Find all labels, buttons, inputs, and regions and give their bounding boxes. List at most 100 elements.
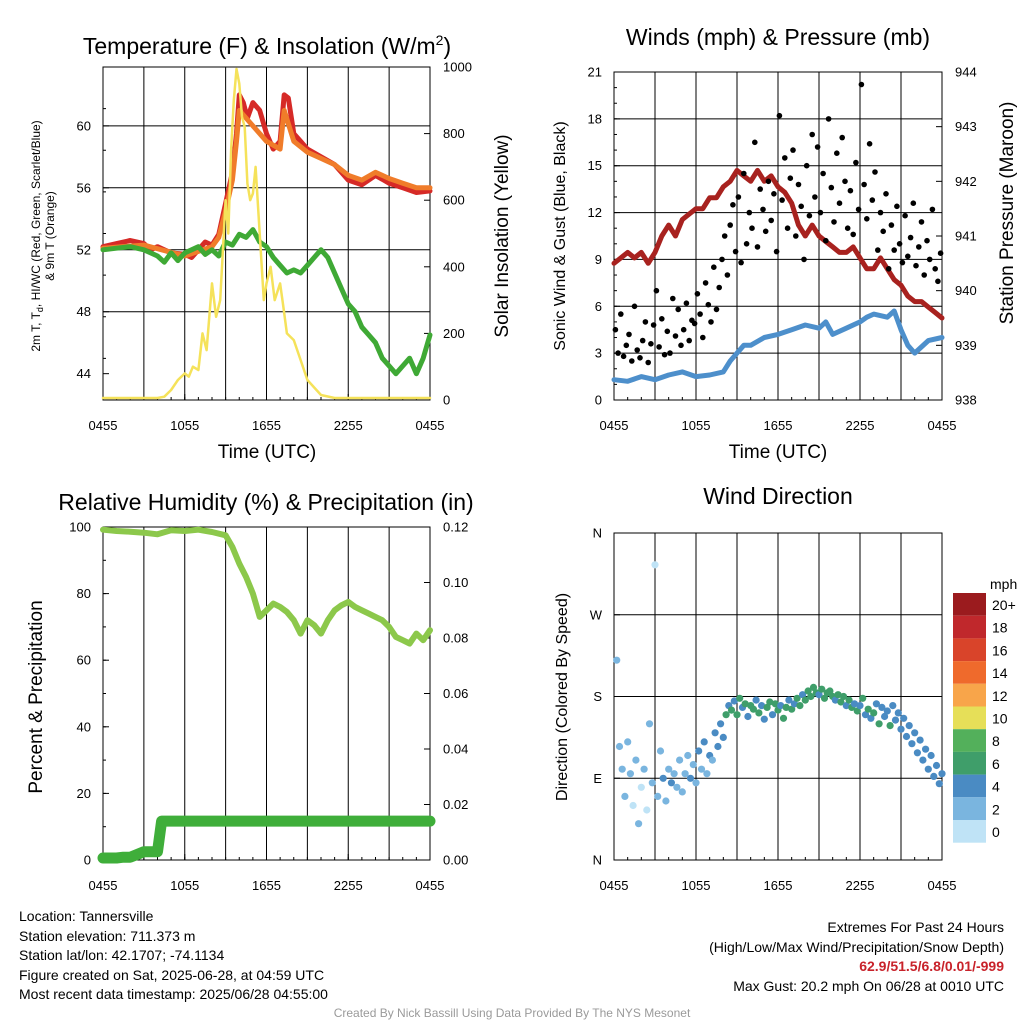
gust-point [823, 237, 829, 244]
direction-point [651, 561, 659, 569]
temperature-series-line [101, 67, 432, 400]
x-tick-label: 2255 [334, 878, 363, 893]
direction-point [916, 736, 924, 744]
y2-tick-label: 939 [955, 338, 977, 353]
gust-point [683, 300, 690, 307]
y-tick-label: 0 [84, 853, 91, 868]
y-tick-label: 56 [77, 180, 91, 195]
direction-point [736, 694, 744, 702]
direction-title: Wind Direction [703, 483, 853, 509]
y2-tick-label: 0.10 [443, 575, 468, 590]
direction-point [708, 756, 717, 764]
direction-point [927, 751, 935, 760]
direction-point [621, 792, 629, 801]
gust-point [877, 209, 884, 216]
colorbar-label: 4 [992, 779, 1000, 795]
gust-point [686, 337, 692, 344]
gust-point [760, 206, 766, 213]
gust-point [735, 194, 742, 200]
y-tick-label: 12 [588, 205, 602, 220]
gust-point [743, 241, 750, 247]
elevation-text: Station elevation: 711.373 m [19, 927, 196, 944]
x-tick-label: 1655 [252, 878, 281, 893]
colorbar-swatch [953, 729, 986, 752]
plot-border [613, 71, 943, 401]
temperature-ylabel-sub: d [35, 307, 45, 312]
direction-point [618, 765, 626, 773]
direction-point [686, 774, 695, 782]
y-tick-label: 40 [77, 719, 91, 734]
station-info: Location: Tannersville Station elevation… [19, 907, 328, 1005]
precipitation-line [97, 815, 436, 864]
direction-point [913, 749, 922, 757]
direction-point [676, 756, 684, 764]
y2-tick-label: 0.04 [443, 742, 468, 757]
gust-point [639, 337, 646, 344]
direction-point [730, 697, 738, 705]
humidity-line [100, 526, 433, 647]
direction-point [766, 698, 774, 706]
direction-point [624, 738, 632, 746]
direction-point [640, 765, 648, 773]
direction-point [681, 770, 689, 778]
gust-point [656, 344, 662, 350]
x-tick-label: 1655 [764, 418, 793, 433]
gust-point [691, 320, 698, 327]
temperature-ylabel-b: , HI/WC (Red, Green, Scarlet/Blue) [29, 120, 43, 307]
temperature-ylabel-a: 2m T, T [29, 311, 43, 351]
gust-point [787, 175, 794, 181]
gust-point [875, 247, 881, 253]
gust-point [842, 178, 848, 185]
direction-point [782, 703, 790, 712]
y-tick-label: 21 [588, 65, 602, 80]
gust-point [924, 237, 930, 244]
extremes-title: Extremes For Past 24 Hours [827, 919, 1004, 935]
direction-point [856, 702, 864, 710]
gust-point [713, 306, 720, 313]
direction-point [700, 738, 708, 746]
x-tick-label: 1055 [170, 418, 199, 433]
gust-point [913, 262, 919, 269]
direction-point [648, 779, 656, 787]
y-tick-label: 3 [595, 346, 602, 361]
temperature-ylabel-line2: & 9m T (Orange) [43, 191, 57, 281]
y-tick-label: 44 [77, 366, 91, 381]
direction-point [744, 712, 752, 721]
direction-point [908, 740, 916, 748]
wind-speed-line [611, 308, 945, 384]
temperature-series-line [100, 227, 433, 377]
colorbar-swatch [953, 661, 986, 684]
direction-point [717, 720, 725, 728]
x-tick-label: 1655 [764, 878, 793, 893]
direction-point [678, 788, 686, 796]
wind-xlabel: Time (UTC) [729, 442, 828, 463]
gust-point [883, 191, 889, 197]
direction-point [878, 703, 886, 712]
direction-point [613, 656, 621, 664]
gust-point [891, 247, 897, 253]
gust-point [634, 347, 640, 353]
colorbar-label: 12 [992, 688, 1008, 704]
gust-point [672, 333, 679, 339]
y2-tick-label: 400 [443, 259, 465, 274]
direction-point [790, 700, 799, 708]
colorbar-label: 8 [992, 733, 1000, 749]
direction-point [777, 702, 785, 710]
gust-point [642, 319, 649, 325]
credit-text: Created By Nick Bassill Using Data Provi… [333, 1006, 691, 1020]
gust-point [719, 256, 725, 263]
direction-point [703, 770, 711, 778]
gust-point [820, 170, 826, 177]
gust-point [746, 209, 753, 216]
gust-point [932, 266, 938, 272]
gust-point [828, 184, 835, 191]
temperature-title-end: ) [443, 33, 451, 59]
temperature-y2label: Solar Insolation (Yellow) [492, 134, 513, 337]
direction-point [897, 725, 905, 733]
gust-point [738, 259, 744, 266]
y-tick-label: 52 [77, 242, 91, 257]
gust-point [853, 159, 859, 166]
wind-y2label: Station Pressure (Maroon) [997, 102, 1018, 325]
direction-point [632, 756, 640, 764]
